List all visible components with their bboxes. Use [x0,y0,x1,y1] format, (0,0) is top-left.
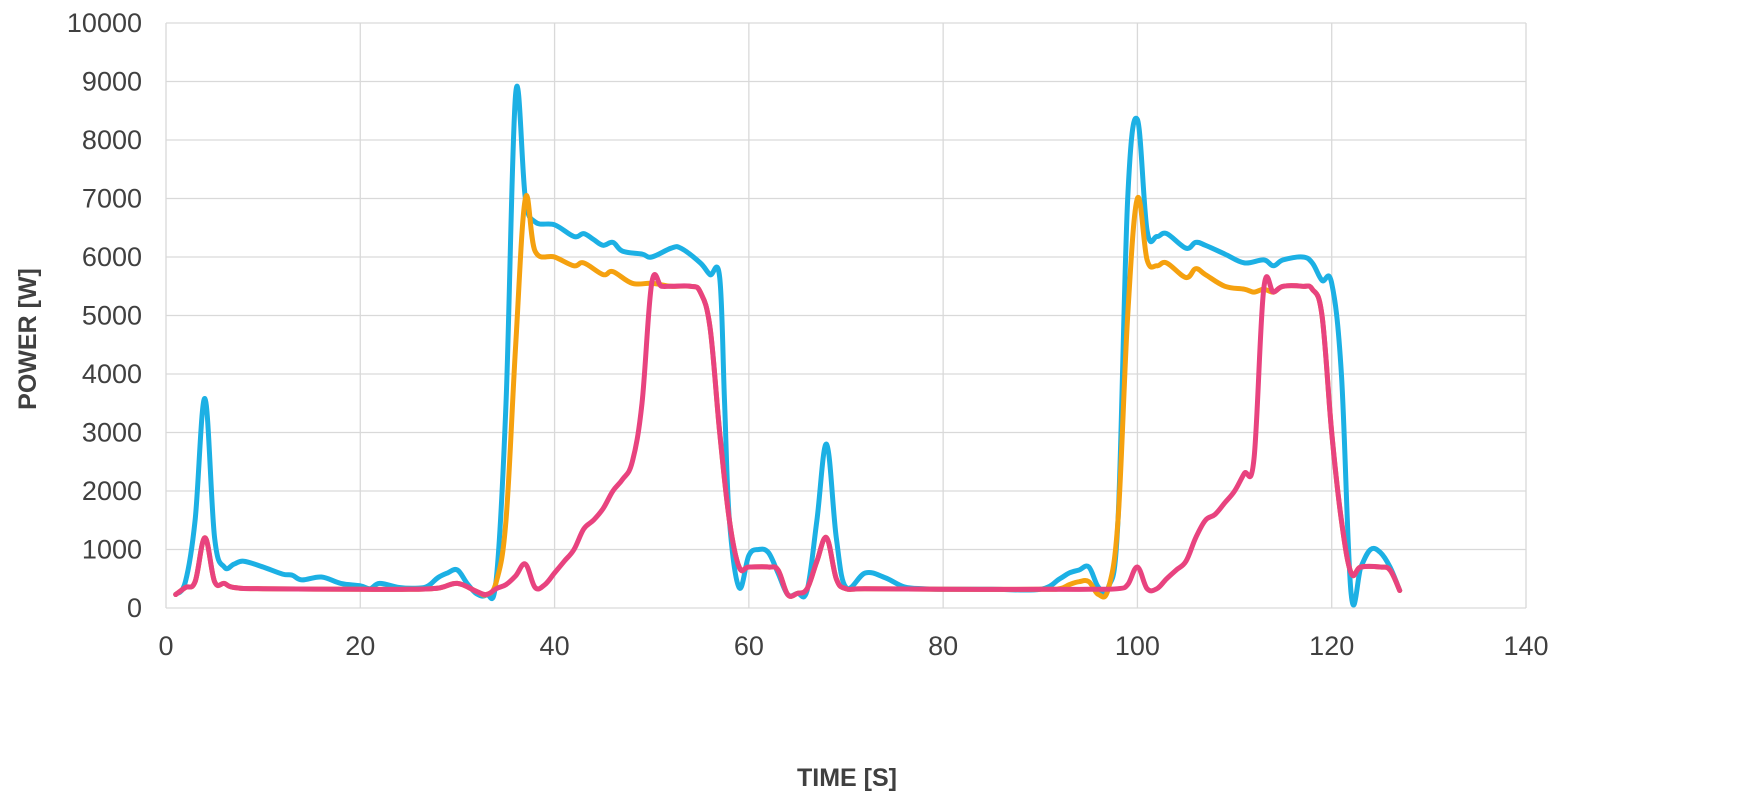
series-line-3 [173,272,1403,599]
x-tick-label: 120 [1309,631,1354,661]
x-tick-label: 20 [345,631,375,661]
y-tick-label: 4000 [82,359,142,389]
y-tick-label: 7000 [82,184,142,214]
y-tick-label: 2000 [82,476,142,506]
x-tick-label: 60 [734,631,764,661]
y-tick-label: 9000 [82,67,142,97]
x-tick-label: 80 [928,631,958,661]
series-line-1 [173,83,1403,608]
x-axis-ticks: 0 20 40 60 80 100 120 140 [158,631,1548,661]
y-tick-label: 1000 [82,535,142,565]
x-tick-label: 140 [1503,631,1548,661]
x-tick-label: 0 [158,631,173,661]
x-tick-label: 100 [1115,631,1160,661]
series-group [173,83,1403,608]
x-tick-label: 40 [540,631,570,661]
y-axis-ticks: 0 1000 2000 3000 4000 5000 6000 7000 8000 9000 100… [67,8,142,623]
x-axis-title: TIME [S] [797,764,897,792]
y-tick-label: 0 [127,593,142,623]
y-tick-label: 6000 [82,242,142,272]
y-tick-label: 5000 [82,301,142,331]
y-axis-title: POWER [W] [14,268,42,410]
y-tick-label: 10000 [67,8,142,38]
series-line-2 [173,193,1403,600]
y-tick-label: 3000 [82,418,142,448]
grid [165,22,1527,609]
y-tick-label: 8000 [82,125,142,155]
